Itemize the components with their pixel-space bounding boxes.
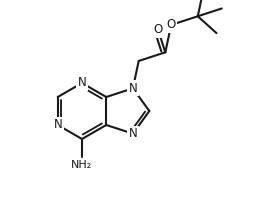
Text: N: N	[129, 127, 137, 140]
Text: N: N	[53, 119, 62, 131]
Text: N: N	[129, 82, 137, 95]
Text: O: O	[166, 18, 176, 31]
Text: O: O	[153, 23, 163, 36]
Text: N: N	[78, 77, 86, 90]
Text: NH₂: NH₂	[71, 160, 93, 170]
